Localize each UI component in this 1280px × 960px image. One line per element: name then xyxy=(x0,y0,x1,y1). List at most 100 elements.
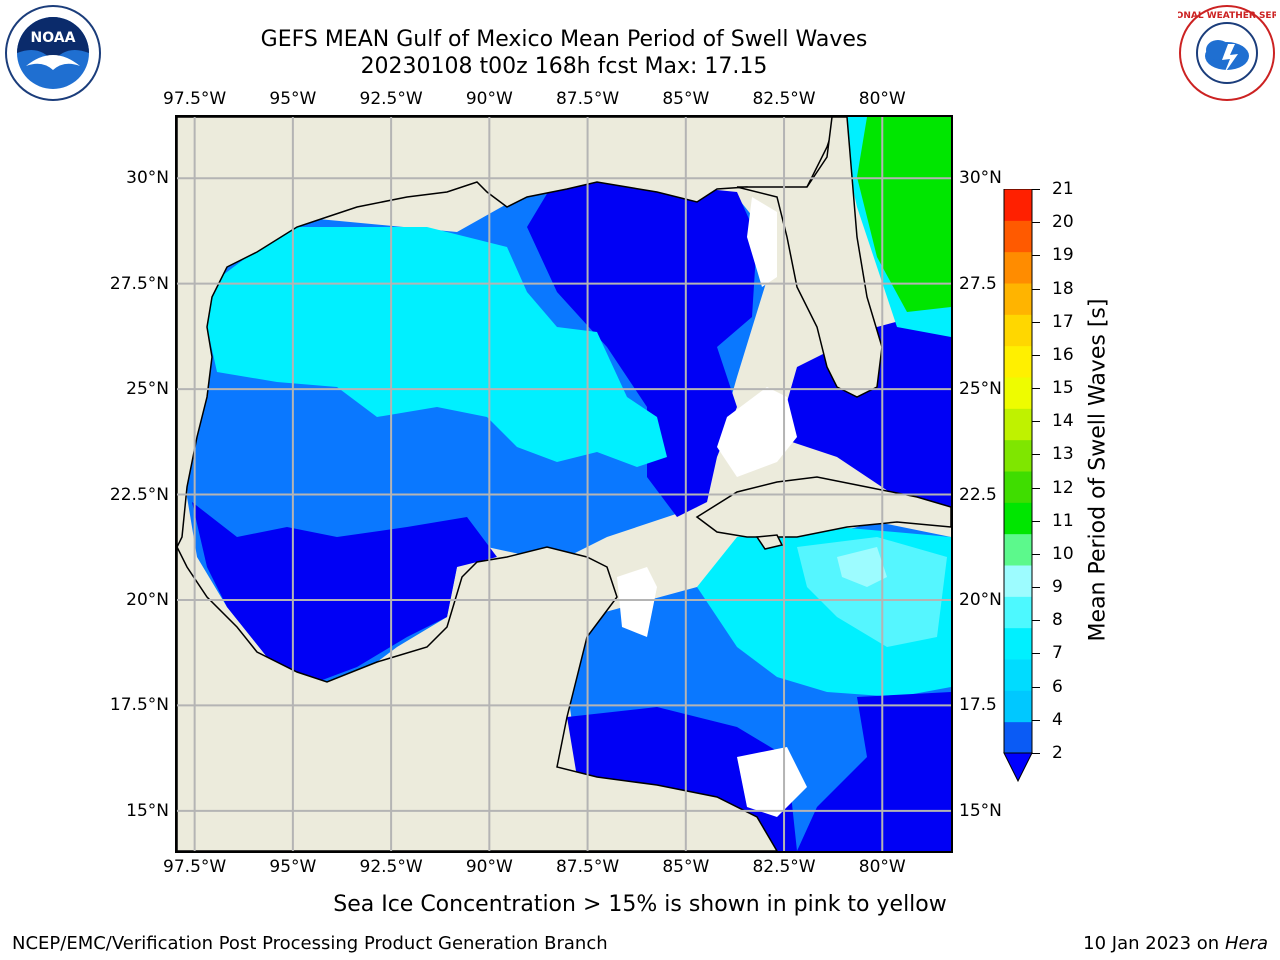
swell-period-map xyxy=(177,117,951,851)
colorbar-tick-mark xyxy=(1032,686,1040,688)
graticule xyxy=(177,117,951,851)
lon-label-top: 87.5°W xyxy=(555,89,620,109)
colorbar-swatch xyxy=(1004,220,1032,253)
colorbar xyxy=(1003,188,1039,793)
colorbar-tick-label: 20 xyxy=(1052,212,1074,233)
lat-label-right: 25°N xyxy=(959,379,1002,400)
gulf-period-4-6 xyxy=(207,227,667,467)
lon-label-top: 92.5°W xyxy=(359,89,423,109)
lat-label-right: 20°N xyxy=(959,589,1002,610)
lat-label-left: 17.5°N xyxy=(109,695,169,716)
caribbean-period-6-8 xyxy=(797,537,947,647)
colorbar-tick-label: 6 xyxy=(1052,676,1063,697)
lon-label-bottom: 92.5°W xyxy=(359,857,423,877)
lat-label-left: 15°N xyxy=(126,800,169,821)
atlantic-period-10-12 xyxy=(857,117,951,312)
colorbar-tick-mark xyxy=(1032,421,1040,423)
lon-label-bottom: 82.5°W xyxy=(752,857,816,877)
colorbar-border xyxy=(1003,188,1033,754)
map-panel xyxy=(175,115,953,853)
colorbar-swatch xyxy=(1004,189,1032,221)
west-gulf-period-0-2 xyxy=(192,502,497,682)
colorbar-tick-label: 16 xyxy=(1052,344,1074,365)
lon-label-bottom: 90°W xyxy=(465,857,513,877)
colorbar-under-triangle xyxy=(1003,752,1033,783)
isla-juventud xyxy=(755,534,784,550)
no-data-honduras xyxy=(737,747,807,817)
sea-ice-caption: Sea Ice Concentration > 15% is shown in … xyxy=(0,892,1280,917)
colorbar-tick-label: 10 xyxy=(1052,543,1074,564)
colorbar-tick-label: 19 xyxy=(1052,245,1074,266)
footer-date: 10 Jan 2023 on Hera xyxy=(1083,933,1268,954)
colorbar-tick-label: 15 xyxy=(1052,378,1074,399)
lat-label-right: 30°N xyxy=(959,168,1002,189)
colorbar-tick-mark xyxy=(1032,255,1040,257)
no-data-east-fl xyxy=(747,197,777,287)
colorbar-tick-label: 4 xyxy=(1052,709,1063,730)
colorbar-tick-label: 18 xyxy=(1052,278,1074,299)
colorbar-tick-mark xyxy=(1032,620,1040,622)
colorbar-label: Mean Period of Swell Waves [s] xyxy=(1085,298,1111,642)
colorbar-swatch xyxy=(1004,627,1032,660)
colorbar-swatch xyxy=(1004,408,1032,441)
colorbar-tick-label: 11 xyxy=(1052,510,1074,531)
colorbar-swatch xyxy=(1004,565,1032,597)
noaa-logo-text: NOAA xyxy=(31,30,76,46)
colorbar-swatch xyxy=(1004,251,1032,284)
colorbar-swatch xyxy=(1004,596,1032,629)
colorbar-tick-mark xyxy=(1032,587,1040,589)
colorbar-tick-mark xyxy=(1032,520,1040,522)
colorbar-swatch xyxy=(1004,502,1032,535)
florida-peninsula xyxy=(736,117,883,398)
colorbar-tick-mark xyxy=(1032,653,1040,655)
colorbar-swatch xyxy=(1004,283,1032,315)
colorbar-tick-label: 8 xyxy=(1052,610,1063,631)
footer-branch: NCEP/EMC/Verification Post Processing Pr… xyxy=(12,933,608,954)
colorbar-swatch xyxy=(1004,690,1032,723)
caribbean-period-8-9 xyxy=(837,547,887,587)
no-data-florida-straits xyxy=(717,387,797,477)
lon-label-top: 85°W xyxy=(662,89,710,109)
lon-label-bottom: 87.5°W xyxy=(555,857,620,877)
lat-label-left: 27.5°N xyxy=(109,273,169,294)
colorbar-swatch xyxy=(1004,314,1032,347)
east-gulf-period-0-2 xyxy=(527,177,757,517)
noaa-logo: NOAA xyxy=(4,4,102,102)
colorbar-tick-mark xyxy=(1032,189,1040,190)
nws-logo-text: NATIONAL WEATHER SERVICE xyxy=(1178,11,1276,21)
chart-subtitle: 20230108 t00z 168h fcst Max: 17.15 xyxy=(360,54,768,79)
footer-host: Hera xyxy=(1224,933,1268,954)
colorbar-tick-mark xyxy=(1032,753,1040,754)
colorbar-tick-mark xyxy=(1032,222,1040,224)
colorbar-tick-label: 13 xyxy=(1052,444,1074,465)
lat-label-right: 27.5 xyxy=(959,273,997,294)
lon-label-bottom: 97.5°W xyxy=(163,857,227,877)
lat-label-left: 25°N xyxy=(126,379,169,400)
colorbar-swatch xyxy=(1004,721,1032,754)
lon-label-top: 95°W xyxy=(269,89,317,109)
colorbar-swatch xyxy=(1004,345,1032,378)
colorbar-tick-label: 9 xyxy=(1052,577,1063,598)
lon-label-top: 80°W xyxy=(858,89,906,109)
lat-label-right: 17.5 xyxy=(959,695,997,716)
colorbar-tick-mark xyxy=(1032,454,1040,456)
lon-label-top: 90°W xyxy=(465,89,513,109)
colorbar-swatch xyxy=(1004,659,1032,691)
colorbar-tick-mark xyxy=(1032,719,1040,721)
lat-label-left: 30°N xyxy=(126,168,169,189)
lon-label-bottom: 95°W xyxy=(269,857,317,877)
land-masses xyxy=(177,117,951,851)
caption-text: Sea Ice Concentration > 15% is shown in … xyxy=(333,892,947,917)
colorbar-tick-label: 14 xyxy=(1052,411,1074,432)
colorbar-tick-label: 17 xyxy=(1052,311,1074,332)
colorbar-tick-mark xyxy=(1032,388,1040,390)
colorbar-swatch xyxy=(1004,439,1032,472)
atlantic-period-0-2 xyxy=(777,307,951,512)
colorbar-tick-label: 7 xyxy=(1052,643,1063,664)
lon-label-top: 82.5°W xyxy=(752,89,816,109)
colorbar-tick-mark xyxy=(1032,321,1040,323)
footer-date-text: 10 Jan 2023 on xyxy=(1083,933,1225,954)
chart-title: GEFS MEAN Gulf of Mexico Mean Period of … xyxy=(260,27,868,52)
colorbar-swatch xyxy=(1004,377,1032,409)
lat-label-left: 22.5°N xyxy=(109,484,169,505)
